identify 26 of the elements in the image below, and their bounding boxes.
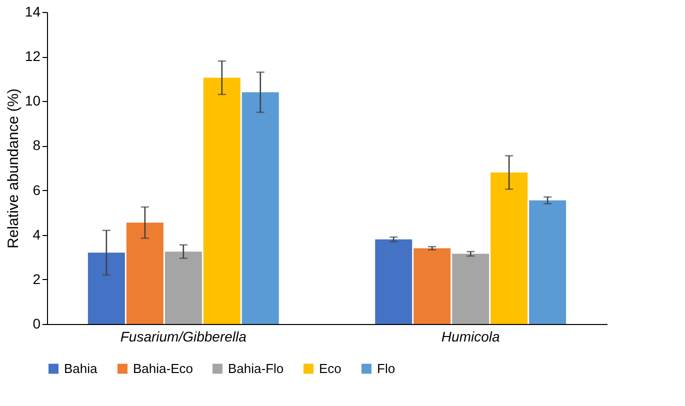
bar bbox=[375, 239, 412, 324]
x-tick-label: Fusarium/Gibberella bbox=[120, 328, 247, 344]
bar bbox=[452, 254, 490, 324]
bar bbox=[490, 172, 528, 324]
y-tick-label: 8 bbox=[32, 137, 41, 154]
bar bbox=[529, 200, 566, 324]
y-tick-label: 12 bbox=[24, 48, 41, 64]
bar bbox=[126, 222, 164, 324]
legend-label: Eco bbox=[319, 360, 342, 376]
y-tick-label: 14 bbox=[24, 4, 41, 20]
bar bbox=[242, 92, 279, 324]
y-axis-title: Relative abundance (%) bbox=[4, 88, 22, 249]
legend-label: Bahia-Eco bbox=[133, 360, 193, 376]
bar bbox=[203, 78, 240, 324]
y-tick-label: 2 bbox=[32, 270, 41, 287]
x-tick-label: Humicola bbox=[441, 328, 500, 344]
legend-label: Flo bbox=[377, 360, 396, 376]
legend-label: Bahia bbox=[64, 360, 98, 376]
bar bbox=[164, 252, 202, 324]
bar bbox=[88, 252, 125, 324]
legend-label: Bahia-Flo bbox=[228, 360, 284, 376]
bar bbox=[414, 248, 451, 324]
y-tick-label: 4 bbox=[32, 226, 41, 242]
y-tick-label: 0 bbox=[32, 316, 41, 332]
y-tick-label: 10 bbox=[24, 92, 41, 109]
y-tick-label: 6 bbox=[32, 182, 41, 198]
